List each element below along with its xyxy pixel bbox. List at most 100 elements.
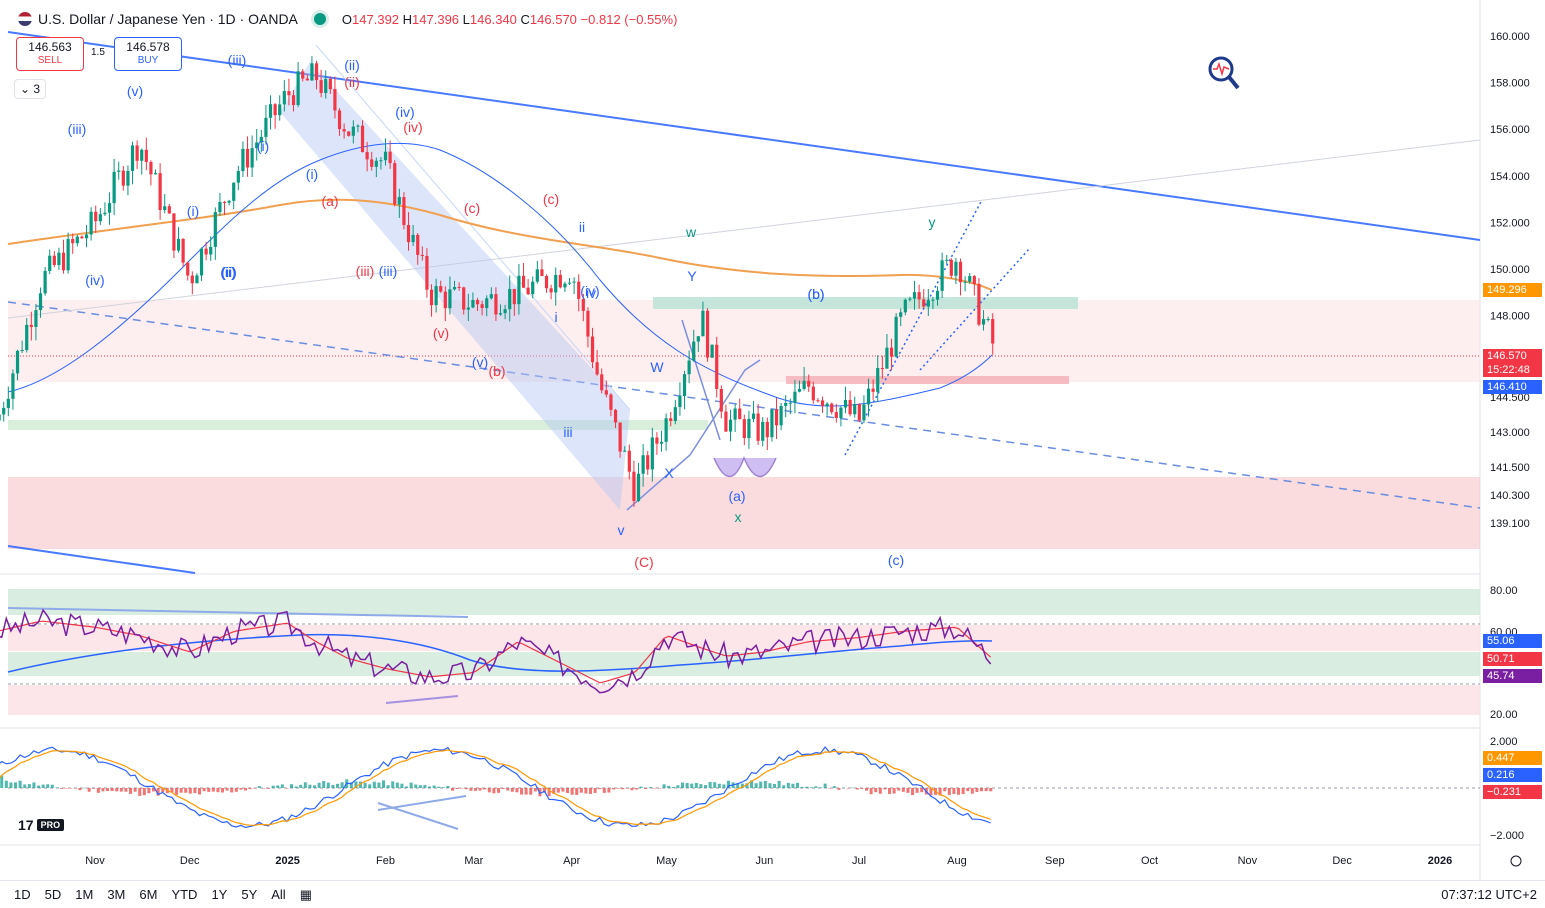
range-5d[interactable]: 5D (44, 886, 62, 902)
macd-bar (4, 780, 8, 788)
range-5y[interactable]: 5Y (241, 886, 258, 902)
macd-bar (524, 788, 528, 795)
candle-body (227, 200, 231, 203)
candle-body (89, 211, 93, 235)
candle-body (521, 275, 526, 288)
wave-label: (ii) (344, 57, 360, 73)
macd-bar (437, 786, 441, 788)
wave-label: (c) (888, 552, 904, 568)
macd-bar (119, 788, 123, 792)
settings-icon[interactable] (1510, 855, 1522, 867)
macd-bar (193, 788, 197, 794)
symbol-title[interactable]: U.S. Dollar / Japanese Yen · 1D · OANDA (38, 11, 298, 27)
candle-body (802, 380, 806, 389)
macd-bar (234, 788, 238, 792)
macd-bar (639, 786, 643, 788)
candle-body (848, 400, 852, 415)
wave-label: (c) (543, 191, 559, 207)
candle-body (862, 404, 866, 421)
time-tick-label: Aug (947, 855, 967, 867)
range-3m[interactable]: 3M (107, 886, 126, 902)
macd-bar (901, 788, 905, 792)
macd-bar (290, 784, 294, 788)
macd-bar (322, 781, 326, 788)
candle-body (797, 388, 802, 392)
candle-body (986, 319, 990, 321)
macd-bar (9, 782, 13, 788)
candle-body (816, 400, 820, 402)
macd-bar (428, 786, 432, 788)
time-tick-label: Dec (1332, 855, 1352, 867)
range-1m[interactable]: 1M (75, 886, 94, 902)
candle-body (471, 299, 475, 308)
macd-bar (257, 786, 261, 788)
candle-body (268, 104, 273, 118)
calendar-icon[interactable]: ▦ (299, 886, 312, 902)
wave-label: (ii) (220, 264, 236, 280)
sell-button[interactable]: 146.563 SELL (16, 37, 84, 71)
macd-bar (267, 788, 271, 789)
buy-button[interactable]: 146.578 BUY (114, 37, 182, 71)
time-tick-label: Nov (85, 855, 105, 867)
price-tick-label: 139.100 (1490, 518, 1530, 530)
macd-bar (501, 788, 505, 790)
macd-trendline-2 (377, 802, 459, 830)
indicator-collapse-button[interactable]: ⌄ 3 (14, 79, 46, 99)
candle-body (98, 214, 102, 222)
range-all[interactable]: All (271, 886, 286, 902)
wave-label: (iv) (85, 272, 104, 288)
macd-bar (658, 788, 662, 789)
macd-bar (96, 788, 100, 793)
candle-body (728, 419, 733, 432)
macd-bar (78, 788, 82, 791)
candle-body (807, 380, 811, 387)
time-tick-label: Jul (852, 855, 866, 867)
macd-bar (520, 788, 524, 795)
macd-bar (142, 788, 146, 796)
macd-bar (906, 788, 910, 793)
macd-bar (294, 786, 298, 788)
candle-body (825, 403, 829, 407)
macd-bar (814, 786, 818, 788)
wave-label: (i) (187, 203, 199, 219)
candle-body (388, 151, 392, 164)
candle-body (498, 313, 503, 315)
macd-bar (897, 788, 901, 791)
macd-bar (359, 781, 363, 788)
candle-body (149, 161, 153, 175)
range-1d[interactable]: 1D (14, 886, 31, 902)
candle-body (241, 148, 245, 172)
candle-body (250, 148, 254, 168)
candle-body (406, 224, 411, 243)
range-6m[interactable]: 6M (139, 886, 158, 902)
macd-bar (648, 787, 652, 788)
candle-body (48, 255, 52, 271)
rsi-tick-label: 80.00 (1490, 585, 1518, 597)
candle-body (889, 347, 894, 357)
candle-body (581, 298, 585, 311)
macd-bar (510, 788, 514, 792)
macd-bar (869, 788, 873, 795)
candle-body (705, 310, 710, 358)
macd-bar (317, 782, 321, 788)
macd-bar (690, 783, 694, 788)
macd-bar (653, 788, 657, 789)
macd-bar (147, 788, 151, 794)
candle-body (664, 418, 668, 442)
macd-bar (809, 787, 813, 788)
candle-body (503, 309, 507, 314)
macd-bar (0, 775, 4, 788)
macd-bar (543, 788, 547, 793)
candle-body (724, 411, 728, 432)
candle-body (595, 362, 599, 375)
macd-bar (55, 787, 59, 789)
candle-body (761, 421, 765, 441)
range-1y[interactable]: 1Y (211, 886, 228, 902)
macd-bar (230, 788, 234, 793)
channel-up-lower (844, 199, 983, 456)
magnifier-icon[interactable] (1206, 55, 1240, 91)
range-ytd[interactable]: YTD (171, 886, 198, 902)
macd-bar (423, 785, 427, 788)
clock[interactable]: 07:37:12 UTC+2 (1441, 887, 1537, 902)
